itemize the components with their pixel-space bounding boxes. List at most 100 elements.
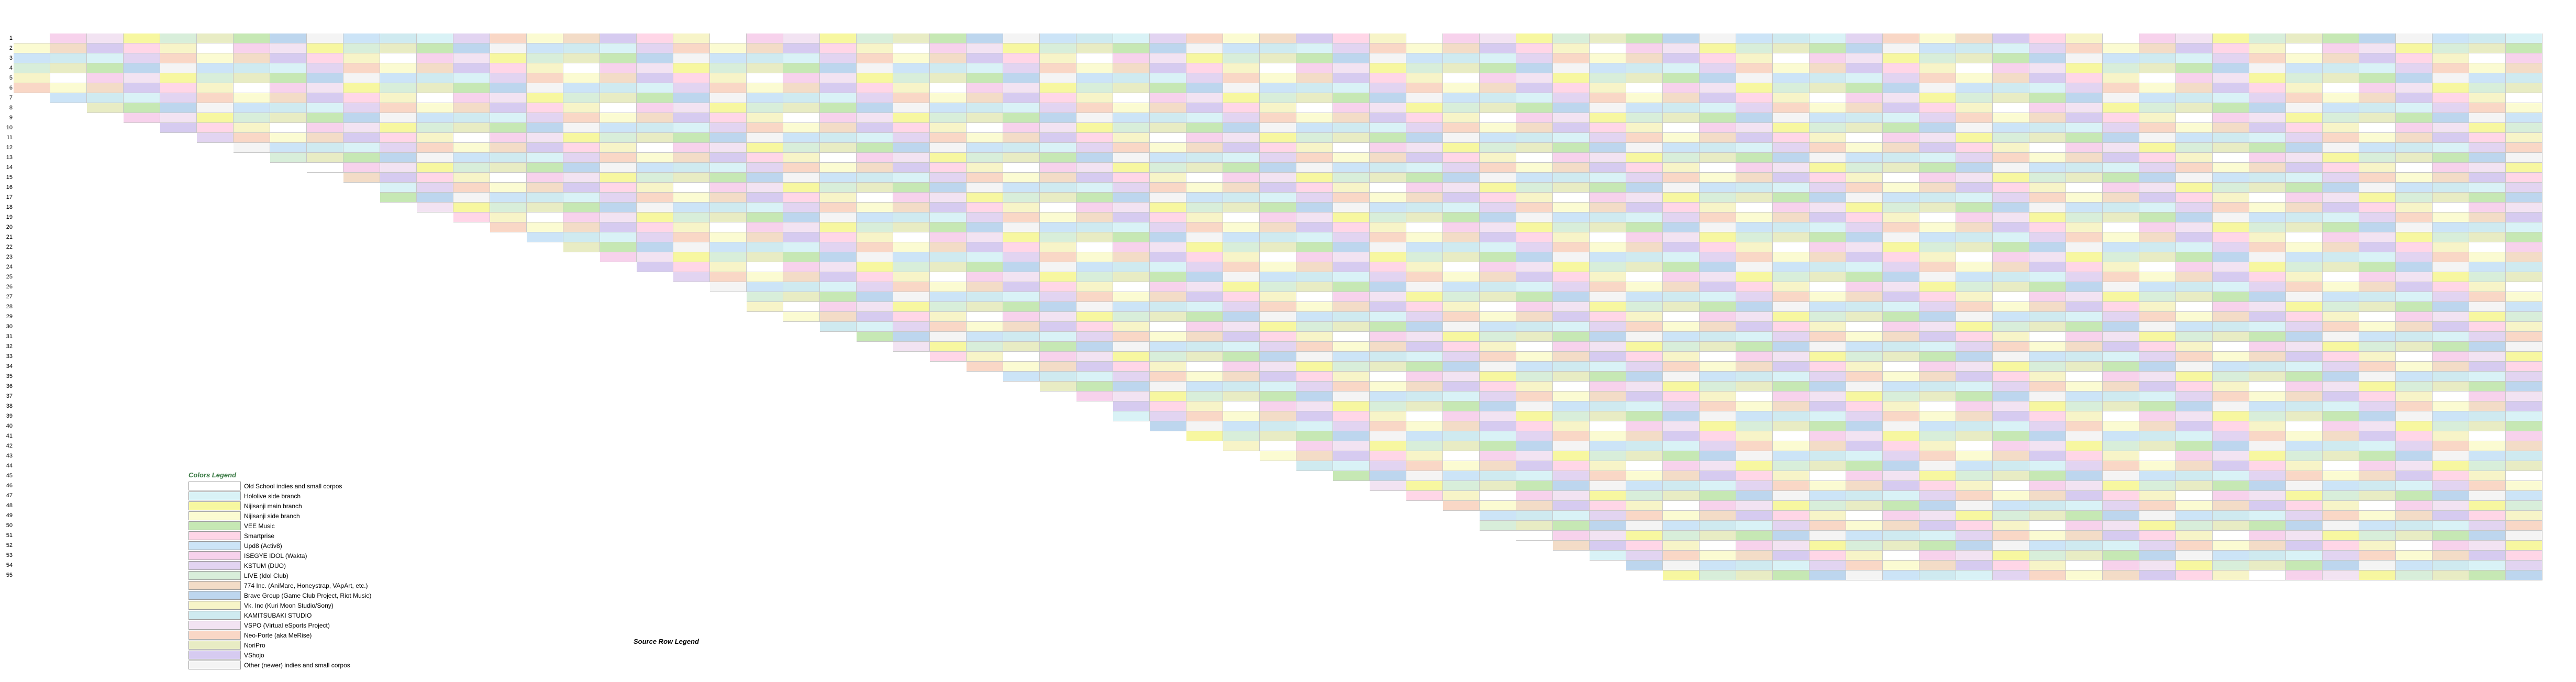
grid-cell (710, 272, 747, 282)
grid-cell (307, 63, 343, 73)
grid-cell (893, 163, 930, 173)
grid-cell (1809, 83, 1846, 93)
grid-cell (1553, 471, 1590, 481)
grid-cell (2249, 312, 2286, 322)
grid-cell (1150, 242, 1186, 252)
grid-cell (2396, 33, 2433, 43)
grid-cell (1736, 232, 1773, 242)
grid-cell (2286, 541, 2323, 551)
grid-cell (2066, 322, 2103, 332)
grid-cell (1113, 282, 1150, 292)
grid-cell (1736, 103, 1773, 113)
grid-cell (417, 203, 453, 213)
grid-cell (1590, 73, 1626, 83)
grid-cell (1113, 242, 1150, 252)
grid-cell (1040, 43, 1076, 53)
grid-cell (2176, 203, 2213, 213)
grid-cell (563, 113, 600, 123)
grid-cell (1590, 441, 1626, 451)
grid-cell (527, 153, 563, 163)
row-number: 3 (9, 55, 13, 61)
grid-cell (1736, 322, 1773, 332)
grid-cell (2469, 551, 2506, 561)
grid-cell (1186, 401, 1223, 411)
grid-cell (2433, 491, 2469, 501)
grid-cell (1993, 332, 2029, 342)
grid-cell (783, 143, 820, 153)
grid-cell (1883, 362, 1919, 372)
grid-cell (2213, 143, 2249, 153)
grid-cell (563, 53, 600, 63)
grid-cell (710, 73, 747, 83)
grid-cell (637, 93, 673, 103)
grid-cell (2359, 242, 2396, 252)
grid-cell (637, 232, 673, 242)
grid-cell (2286, 203, 2323, 213)
grid-cell (820, 322, 857, 332)
grid-cell (2066, 33, 2103, 43)
grid-cell (1260, 322, 1296, 332)
grid-cell (2066, 571, 2103, 580)
grid-cell (893, 332, 930, 342)
grid-cell (380, 153, 417, 163)
grid-cell (1773, 382, 1809, 392)
grid-cell (2323, 53, 2359, 63)
grid-cell (2469, 272, 2506, 282)
grid-cell (1993, 481, 2029, 491)
grid-cell (1553, 53, 1590, 63)
grid-cell (1663, 471, 1700, 481)
grid-cell (2213, 153, 2249, 163)
grid-cell (1956, 401, 1993, 411)
grid-cell (1370, 431, 1406, 441)
grid-cell (1883, 521, 1919, 531)
grid-cell (2029, 421, 2066, 431)
grid-cell (2323, 491, 2359, 501)
row-number: 41 (6, 433, 13, 439)
grid-cell (2249, 521, 2286, 531)
grid-cell (1553, 421, 1590, 431)
grid-cell (2359, 312, 2396, 322)
grid-cell (1883, 541, 1919, 551)
row-number: 7 (9, 95, 13, 101)
grid-cell (1113, 113, 1150, 123)
grid-cell (1956, 222, 1993, 232)
grid-cell (2359, 33, 2396, 43)
grid-cell (1553, 312, 1590, 322)
grid-cell (1370, 322, 1406, 332)
grid-cell (1590, 411, 1626, 421)
grid-cell (1626, 33, 1663, 43)
grid-cell (1076, 113, 1113, 123)
grid-cell (2506, 163, 2542, 173)
grid-cell (527, 83, 563, 93)
grid-cell (1406, 282, 1443, 292)
grid-cell (417, 193, 453, 203)
grid-cell (1443, 213, 1480, 222)
grid-cell (1186, 163, 1223, 173)
grid-cell (1223, 421, 1260, 431)
grid-cell (1919, 352, 1956, 362)
grid-cell (1846, 561, 1883, 571)
grid-cell (1223, 33, 1260, 43)
grid-cell (2249, 213, 2286, 222)
grid-cell (1516, 401, 1553, 411)
grid-cell (710, 242, 747, 252)
grid-cell (2066, 551, 2103, 561)
grid-cell (857, 332, 893, 342)
grid-cell (2469, 511, 2506, 521)
grid-cell (2213, 33, 2249, 43)
grid-cell (600, 113, 637, 123)
grid-cell (1370, 242, 1406, 252)
grid-cell (2323, 392, 2359, 401)
grid-cell (2029, 382, 2066, 392)
grid-cell (1150, 213, 1186, 222)
grid-cell (1186, 262, 1223, 272)
grid-cell (2176, 232, 2213, 242)
grid-cell (2029, 461, 2066, 471)
grid-cell (307, 93, 343, 103)
legend-row: VSPO (Virtual eSports Project) (188, 620, 371, 630)
grid-cell (930, 103, 967, 113)
legend-swatch (188, 541, 241, 550)
grid-cell (1956, 242, 1993, 252)
grid-cell (2433, 302, 2469, 312)
grid-cell (1150, 73, 1186, 83)
